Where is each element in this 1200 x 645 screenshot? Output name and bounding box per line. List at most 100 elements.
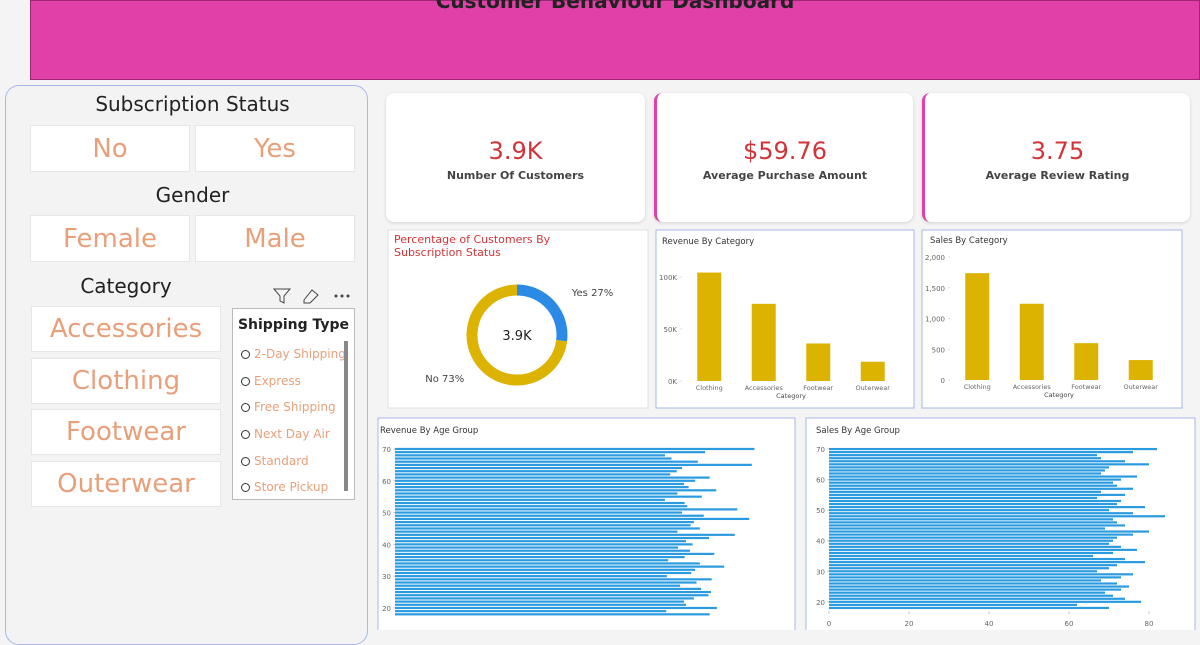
x-tick-label: 0 (827, 620, 831, 628)
y-tick-label: 100K (659, 274, 677, 282)
y-tick-label: 20 (816, 599, 825, 607)
bar (965, 273, 990, 380)
bar (395, 508, 738, 511)
bar (395, 600, 685, 603)
bar (395, 549, 690, 552)
header: Customer Behaviour Dashboard (30, 0, 1200, 80)
bar (860, 361, 885, 381)
slicer-option[interactable]: Free Shipping (241, 400, 336, 414)
bar (395, 562, 700, 565)
charts-layer: Percentage of Customers By Subscription S… (377, 229, 1196, 630)
bar (829, 469, 1105, 472)
slicer-option[interactable]: 2-Day Shipping (241, 347, 346, 361)
bar (829, 600, 1141, 603)
slicer-button[interactable]: Footwear (31, 409, 221, 455)
option-label: Free Shipping (254, 400, 336, 414)
bar (829, 570, 1097, 573)
bar (829, 509, 1109, 512)
bar (829, 548, 1137, 551)
bar (829, 554, 1093, 558)
bar (395, 524, 691, 527)
x-axis-title: Category (1044, 391, 1074, 399)
bar (395, 521, 694, 524)
kpi-label: Number Of Customers (446, 169, 585, 182)
bar (829, 606, 1109, 610)
bar (829, 527, 1105, 530)
bar (829, 472, 1101, 475)
kpi-value: $59.76 (743, 137, 827, 165)
bar (395, 473, 671, 476)
bar (395, 460, 698, 463)
bar (395, 536, 710, 540)
chart-title: Revenue By Category (662, 237, 754, 247)
y-tick-label: 70 (816, 446, 825, 454)
bar (395, 527, 700, 530)
donut-segment (466, 284, 568, 386)
bar (697, 272, 722, 381)
chart-title: Revenue By Age Group (380, 426, 478, 436)
bar (829, 564, 1117, 567)
bar (395, 533, 735, 536)
clear-icon[interactable] (303, 289, 319, 304)
scrollbar[interactable] (344, 341, 348, 491)
bar (829, 496, 1097, 500)
y-tick-label: 40 (816, 538, 825, 546)
slicer-option[interactable]: Express (241, 374, 301, 388)
kpi-value: 3.75 (1030, 137, 1085, 165)
x-tick-label: 80 (1145, 620, 1154, 628)
slicer-button[interactable]: Yes (195, 125, 355, 172)
x-tick-label: 60 (1065, 620, 1074, 628)
bar (395, 451, 706, 454)
bar (395, 530, 678, 533)
x-tick-label: 20 (905, 620, 914, 628)
bar (395, 517, 750, 521)
slicer-button[interactable]: Accessories (31, 306, 221, 352)
more-icon[interactable] (334, 294, 350, 298)
bar (829, 463, 1149, 466)
bar (395, 489, 717, 492)
bar (395, 486, 689, 489)
slicer-title: Shipping Type (237, 317, 350, 333)
x-tick-label: Footwear (1071, 383, 1101, 391)
bar (829, 524, 1125, 527)
bar (829, 521, 1117, 524)
slicer-button[interactable]: Clothing (31, 358, 221, 404)
bar (395, 454, 665, 457)
bar (395, 482, 685, 486)
slicer-option[interactable]: Standard (241, 454, 309, 468)
bar (829, 506, 1145, 509)
y-tick-label: 0K (668, 378, 677, 386)
slicer-button[interactable]: Outerwear (31, 461, 221, 507)
bar (1019, 303, 1044, 380)
bar (395, 568, 696, 571)
slicer-button[interactable]: Male (195, 215, 355, 262)
filter-icon[interactable] (272, 288, 292, 304)
bar (395, 514, 704, 517)
y-tick-label: 1,000 (925, 316, 945, 324)
slicer-option[interactable]: Next Day Air (241, 427, 330, 441)
bar (829, 499, 1121, 503)
x-tick-label: 40 (985, 620, 994, 628)
bar (829, 573, 1133, 576)
x-tick-label: Clothing (696, 384, 723, 392)
bar (395, 540, 686, 543)
bar (829, 515, 1165, 518)
bar (395, 479, 696, 482)
bar (395, 501, 685, 505)
slicer-option[interactable]: Store Pickup (241, 480, 328, 494)
bar (395, 511, 683, 514)
bar (395, 543, 693, 546)
slicer-button[interactable]: No (30, 125, 190, 172)
bar (829, 454, 1097, 457)
bar (395, 476, 710, 479)
x-tick-label: Clothing (964, 383, 991, 391)
bar (395, 546, 679, 549)
x-tick-label: Outerwear (856, 384, 891, 392)
bar (751, 303, 776, 381)
bar (395, 505, 688, 508)
bar (829, 466, 1109, 469)
bar (829, 518, 1113, 521)
x-axis-title: Category (776, 392, 806, 400)
slicer-button[interactable]: Female (30, 215, 190, 262)
y-tick-label: 30 (816, 568, 825, 576)
